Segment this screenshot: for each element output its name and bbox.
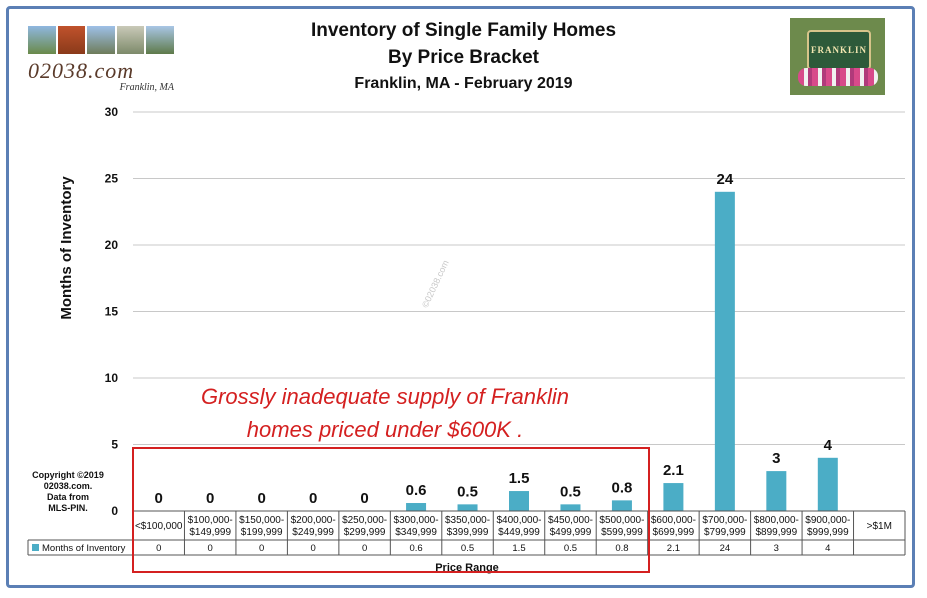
chart-title-line-2: By Price Bracket	[387, 47, 540, 68]
x-tick-label: $599,999	[601, 527, 643, 538]
chart-title-line-1: Inventory of Single Family Homes	[310, 20, 617, 41]
x-tick-label: $700,000-	[702, 515, 747, 526]
y-tick-label: 10	[105, 371, 119, 385]
x-tick-label: $400,000-	[496, 515, 541, 526]
x-tick-label: $600,000-	[651, 515, 696, 526]
x-tick-label: $799,999	[704, 527, 746, 538]
x-tick-label: $299,999	[344, 527, 386, 538]
data-label: 0	[206, 490, 214, 507]
callout-line-2: homes priced under $600K .	[246, 417, 524, 442]
x-tick-label: $100,000-	[188, 515, 233, 526]
y-tick-label: 5	[111, 438, 118, 452]
x-tick-label: $249,999	[292, 527, 334, 538]
x-tick-label: $800,000-	[754, 515, 799, 526]
y-tick-label: 30	[105, 105, 119, 119]
bar	[509, 491, 529, 511]
table-value: 0.6	[409, 543, 422, 554]
table-value: 0	[362, 543, 367, 554]
bar	[611, 500, 632, 511]
data-label: 4	[824, 437, 833, 454]
table-value: 0	[208, 543, 213, 554]
data-label: 0	[309, 490, 317, 507]
x-tick-label: $399,999	[447, 527, 489, 538]
table-value: 0.5	[461, 543, 474, 554]
table-value: 0.8	[615, 543, 628, 554]
chart-subtitle: Franklin, MA - February 2019	[354, 75, 573, 92]
x-tick-label: $200,000-	[291, 515, 336, 526]
bar	[457, 504, 478, 511]
y-tick-label: 15	[105, 305, 119, 319]
data-label: 1.5	[509, 470, 530, 487]
callout-line-1: Grossly inadequate supply of Franklin	[200, 384, 570, 409]
x-tick-label: $500,000-	[599, 515, 644, 526]
data-label: 0.8	[612, 479, 633, 496]
table-value: 24	[720, 543, 731, 554]
x-tick-label: $449,999	[498, 527, 540, 538]
data-label: 0.6	[406, 482, 427, 499]
x-tick-label: $899,999	[755, 527, 797, 538]
copyright-line-2: 02038.com.	[43, 481, 93, 491]
franklin-sign-photo: FRANKLIN	[790, 18, 885, 95]
table-value: 1.5	[512, 543, 525, 554]
x-tick-label: <$100,000	[135, 521, 183, 532]
x-tick-label: $999,999	[807, 527, 849, 538]
y-tick-label: 0	[111, 504, 118, 518]
chart-frame	[6, 6, 915, 588]
data-label: 24	[717, 171, 734, 188]
x-tick-label: >$1M	[867, 521, 892, 532]
logo-town-name: Franklin, MA	[119, 82, 174, 93]
copyright-line-1: Copyright ©2019	[32, 470, 104, 480]
copyright-note: Copyright ©2019 02038.com. Data from MLS…	[28, 470, 108, 514]
bar	[766, 471, 787, 511]
table-value: 3	[774, 543, 779, 554]
y-tick-label: 25	[105, 172, 119, 186]
y-axis-label: Months of Inventory	[58, 176, 75, 320]
flower-bed	[798, 68, 878, 86]
x-tick-label: $499,999	[550, 527, 592, 538]
data-label: 0	[360, 490, 368, 507]
copyright-line-4: MLS-PIN.	[48, 503, 88, 513]
copyright-line-3: Data from	[46, 492, 89, 502]
x-tick-label: $350,000-	[445, 515, 490, 526]
table-value: 0	[156, 543, 161, 554]
logo-site-name: 02038.com	[28, 58, 135, 83]
x-tick-label: $450,000-	[548, 515, 593, 526]
data-label: 0	[155, 490, 163, 507]
logo-photo-strip	[28, 26, 174, 54]
x-tick-label: $199,999	[241, 527, 283, 538]
data-label: 0.5	[457, 483, 478, 500]
bar	[817, 457, 838, 511]
table-value: 0	[259, 543, 264, 554]
bar	[714, 191, 735, 512]
data-label: 3	[772, 450, 780, 467]
bar	[663, 483, 684, 511]
highlight-box	[132, 447, 650, 573]
x-tick-label: $349,999	[395, 527, 437, 538]
x-tick-label: $699,999	[653, 527, 695, 538]
bar	[560, 504, 581, 511]
site-logo: 02038.com Franklin, MA	[28, 26, 174, 96]
table-legend-label: Months of Inventory	[42, 543, 126, 554]
table-value: 0	[310, 543, 315, 554]
data-label: 0.5	[560, 483, 581, 500]
x-tick-label: $250,000-	[342, 515, 387, 526]
table-legend-key	[32, 544, 39, 551]
data-label: 0	[257, 490, 265, 507]
x-tick-label: $150,000-	[239, 515, 284, 526]
table-value: 4	[825, 543, 830, 554]
x-tick-label: $300,000-	[394, 515, 439, 526]
x-tick-label: $149,999	[189, 527, 231, 538]
y-tick-label: 20	[105, 238, 119, 252]
bar	[406, 503, 427, 511]
data-label: 2.1	[663, 462, 684, 479]
callout-annotation: Grossly inadequate supply of Franklin ho…	[140, 380, 630, 446]
table-value: 0.5	[564, 543, 577, 554]
x-tick-label: $900,000-	[805, 515, 850, 526]
table-value: 2.1	[667, 543, 680, 554]
